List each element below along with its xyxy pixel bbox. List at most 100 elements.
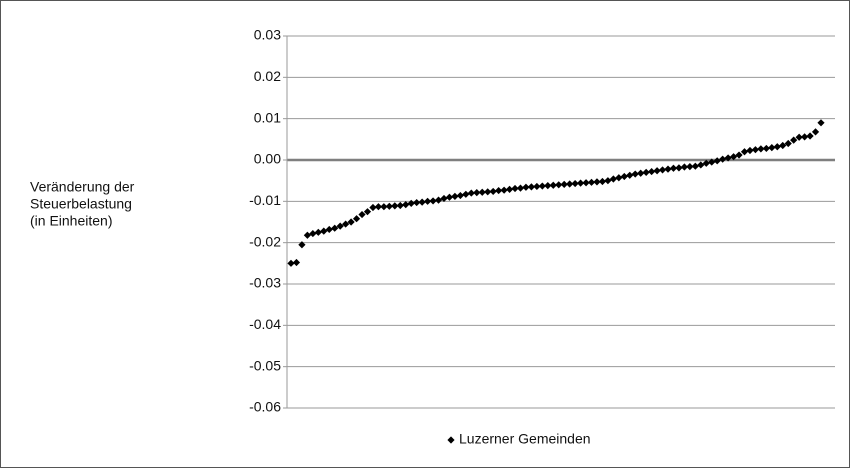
data-point	[336, 222, 344, 230]
data-point	[571, 179, 579, 188]
data-point	[385, 202, 393, 210]
data-point	[325, 225, 333, 234]
data-point	[462, 190, 470, 198]
y-tick-label: 0.00	[254, 151, 281, 167]
data-point	[762, 144, 770, 153]
data-point	[773, 143, 781, 151]
data-point	[686, 163, 694, 171]
data-point	[331, 224, 339, 232]
data-point	[719, 155, 727, 163]
data-point	[309, 229, 317, 238]
data-point	[549, 181, 557, 189]
data-point	[407, 199, 415, 207]
data-point	[768, 144, 776, 152]
data-point	[648, 167, 656, 176]
data-point	[369, 203, 377, 212]
data-point	[555, 181, 563, 189]
data-point	[702, 159, 710, 167]
data-point	[724, 154, 732, 162]
data-point	[320, 227, 328, 235]
data-point	[795, 133, 803, 141]
data-point	[620, 172, 628, 181]
data-point	[751, 146, 760, 154]
legend-label: Luzerner Gemeinden	[459, 431, 591, 447]
data-point	[402, 201, 410, 209]
data-point	[784, 139, 792, 148]
data-point	[576, 179, 585, 187]
data-point	[451, 192, 459, 200]
data-point	[396, 201, 404, 210]
y-tick-label: 0.01	[254, 109, 281, 125]
data-point	[484, 188, 492, 196]
data-point	[292, 258, 301, 267]
data-point	[746, 146, 754, 155]
data-point	[478, 188, 486, 196]
data-point	[538, 182, 546, 190]
y-axis-label: Steuerbelastung	[30, 196, 132, 212]
data-point	[642, 168, 650, 176]
data-point	[363, 208, 372, 216]
data-point	[631, 170, 639, 178]
data-point	[434, 196, 443, 204]
data-point	[675, 164, 683, 172]
data-point	[669, 164, 678, 172]
data-point	[445, 193, 454, 201]
data-point	[817, 119, 825, 127]
data-point	[500, 186, 508, 194]
data-point	[352, 215, 361, 223]
data-point	[533, 182, 541, 191]
data-point	[790, 136, 798, 144]
y-tick-label: -0.04	[249, 316, 281, 332]
y-tick-label: -0.02	[249, 233, 281, 249]
data-point	[456, 191, 464, 200]
data-point	[429, 197, 437, 205]
data-point	[653, 167, 661, 175]
data-point	[811, 128, 820, 136]
data-point	[582, 179, 590, 187]
y-tick-label: -0.05	[249, 357, 281, 373]
data-point	[637, 169, 645, 177]
data-point	[423, 197, 432, 205]
data-point	[779, 141, 787, 150]
data-point	[806, 132, 814, 140]
y-tick-label: 0.03	[254, 27, 281, 43]
data-point	[511, 184, 519, 193]
data-point	[626, 171, 634, 179]
data-point	[566, 180, 574, 188]
data-point	[495, 186, 503, 195]
data-point	[342, 220, 350, 228]
data-point	[413, 198, 421, 207]
legend-marker	[447, 436, 455, 444]
data-point	[587, 178, 596, 186]
data-point	[358, 210, 366, 219]
data-point	[658, 166, 667, 174]
data-point	[505, 185, 514, 193]
data-point	[801, 133, 809, 141]
data-point	[516, 184, 525, 192]
data-point	[380, 203, 388, 211]
data-point	[680, 163, 689, 171]
data-point	[697, 161, 705, 169]
data-point	[467, 189, 475, 197]
data-point	[598, 177, 607, 186]
data-point	[314, 228, 322, 236]
data-point	[609, 175, 617, 183]
y-tick-label: -0.06	[249, 399, 281, 415]
data-point	[740, 148, 749, 156]
data-point	[593, 178, 601, 186]
data-point	[729, 153, 738, 161]
y-axis-label: (in Einheiten)	[30, 213, 113, 229]
data-point	[527, 183, 536, 191]
data-point	[489, 187, 497, 196]
data-point	[664, 165, 672, 173]
y-tick-label: -0.03	[249, 275, 281, 291]
data-point	[560, 180, 568, 188]
data-point	[615, 174, 623, 182]
data-point	[544, 182, 552, 190]
data-point	[691, 162, 699, 170]
data-point	[522, 183, 530, 191]
data-point	[440, 194, 448, 203]
data-point	[391, 202, 399, 210]
data-point	[374, 203, 383, 211]
